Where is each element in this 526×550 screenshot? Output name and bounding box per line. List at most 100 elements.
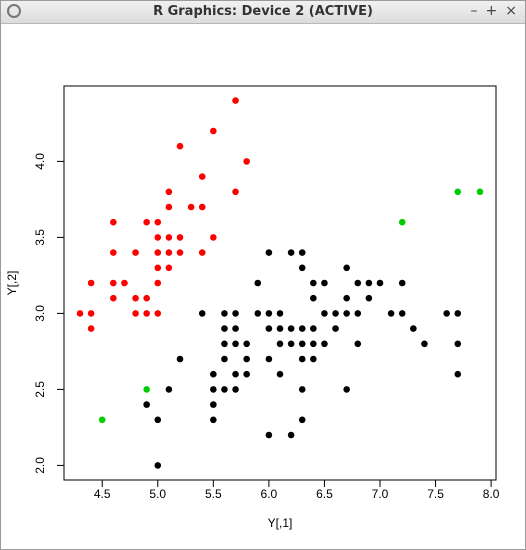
point [298, 264, 306, 272]
point [176, 249, 184, 256]
point [76, 310, 84, 317]
x-tick-label: 7.5 [427, 487, 444, 501]
point [165, 386, 173, 393]
point [154, 249, 162, 256]
point [265, 325, 273, 332]
point [176, 142, 184, 150]
point [310, 325, 317, 332]
minimize-button[interactable]: – [470, 3, 478, 19]
point [298, 386, 306, 393]
point [198, 203, 206, 211]
point [176, 355, 184, 363]
point [143, 218, 150, 226]
x-tick-label: 6.5 [316, 487, 333, 501]
point [165, 234, 173, 241]
point [165, 249, 173, 256]
point [154, 416, 162, 424]
point [210, 234, 217, 241]
point [298, 325, 306, 332]
point [376, 279, 384, 287]
point [110, 218, 117, 226]
point [221, 310, 228, 317]
y-tick-label: 3.5 [33, 229, 47, 246]
window-controls: – + × [463, 3, 517, 19]
point [265, 355, 273, 363]
point [265, 249, 273, 256]
plot-box [63, 85, 497, 481]
window-title: R Graphics: Device 2 (ACTIVE) [153, 4, 373, 19]
point [198, 310, 206, 317]
point [87, 325, 95, 332]
point [310, 355, 317, 363]
point [110, 294, 117, 302]
point [332, 310, 339, 317]
point [343, 264, 350, 272]
point [287, 325, 295, 332]
point [132, 294, 139, 302]
point [354, 279, 362, 287]
title-bar: R Graphics: Device 2 (ACTIVE) – + × [1, 1, 525, 24]
point [454, 370, 462, 378]
point [132, 310, 139, 317]
x-tick-label: 6.0 [261, 487, 278, 501]
point [476, 188, 484, 196]
point [254, 279, 262, 287]
point [154, 310, 162, 317]
point [143, 294, 150, 302]
point [165, 203, 173, 211]
point [154, 264, 162, 272]
point [154, 279, 162, 287]
point [221, 355, 228, 363]
y-axis-label: Y[,2] [5, 271, 19, 296]
point [154, 234, 162, 241]
point [132, 249, 139, 256]
point [398, 218, 406, 226]
point [98, 416, 106, 424]
x-tick-label: 8.0 [483, 487, 500, 501]
point [243, 340, 250, 348]
x-axis-label: Y[,1] [268, 516, 293, 530]
point [221, 386, 228, 393]
point [232, 97, 239, 104]
x-tick-label: 4.5 [94, 487, 111, 501]
point [154, 462, 162, 469]
point [298, 340, 306, 348]
point [343, 294, 350, 302]
point [298, 249, 306, 256]
point [110, 279, 117, 287]
point [410, 325, 417, 332]
point [421, 340, 428, 348]
point [210, 386, 217, 393]
point [232, 188, 239, 196]
point [232, 386, 239, 393]
point [232, 340, 239, 348]
point [176, 234, 184, 241]
point [210, 401, 217, 408]
point [276, 370, 284, 378]
point [110, 249, 117, 256]
point [276, 310, 284, 317]
point [310, 279, 317, 287]
point [210, 370, 217, 378]
point [221, 325, 228, 332]
point [232, 370, 239, 378]
point [87, 310, 95, 317]
point [143, 386, 150, 393]
point [454, 310, 462, 317]
point [398, 279, 406, 287]
point [398, 310, 406, 317]
point [210, 416, 217, 424]
close-button[interactable]: × [505, 3, 517, 19]
point [287, 431, 295, 439]
y-tick-label: 2.0 [33, 457, 47, 474]
point [454, 340, 462, 348]
point [121, 279, 128, 287]
point [387, 310, 395, 317]
point [310, 340, 317, 348]
maximize-button[interactable]: + [485, 3, 498, 19]
point [221, 340, 228, 348]
point [232, 325, 239, 332]
point [365, 279, 373, 287]
